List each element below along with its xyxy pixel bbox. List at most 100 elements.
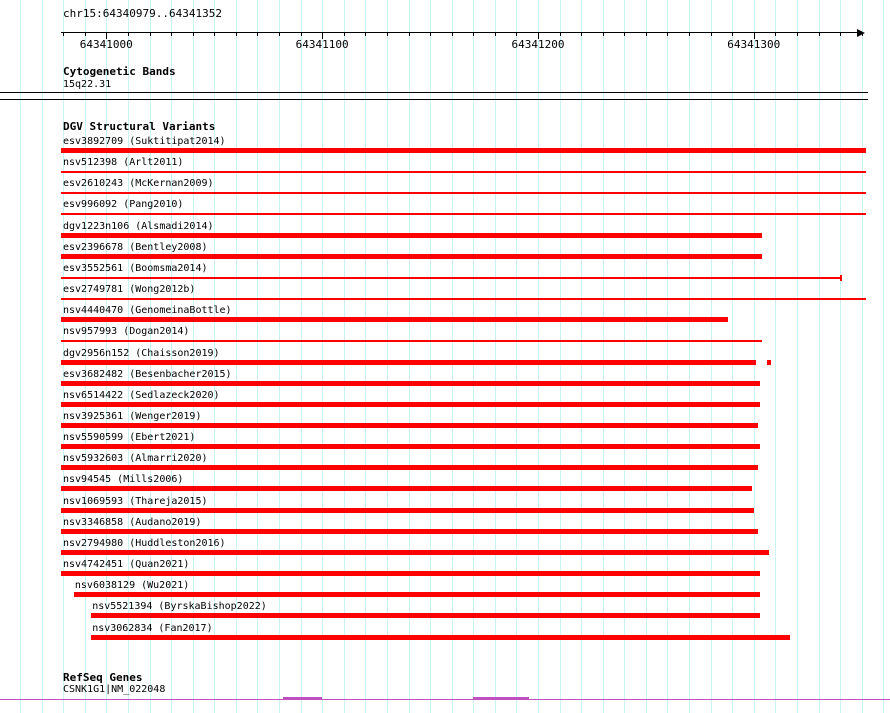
variant-bar[interactable]: [61, 465, 759, 471]
gridline: [365, 0, 367, 713]
refseq-gene-segment[interactable]: [473, 697, 530, 700]
variant-label[interactable]: nsv5521394 (ByrskaBishop2022): [92, 601, 267, 613]
ruler-line: [61, 32, 858, 33]
variant-bar[interactable]: [61, 359, 756, 365]
variant-bar[interactable]: [61, 317, 728, 323]
gridline: [214, 0, 216, 713]
gridline: [473, 0, 475, 713]
variant-line[interactable]: [61, 192, 866, 195]
ruler-minor-tick: [732, 32, 734, 36]
ruler-minor-tick: [689, 32, 690, 36]
variant-label[interactable]: nsv4742451 (Quan2021): [63, 559, 190, 570]
variant-bar[interactable]: [61, 549, 769, 555]
variant-label[interactable]: esv3682482 (Besenbacher2015): [63, 368, 232, 380]
variant-bar[interactable]: [91, 613, 761, 619]
ruler-minor-tick: [624, 32, 626, 36]
variant-label[interactable]: nsv3346858 (Audano2019): [63, 516, 202, 528]
variant-label[interactable]: nsv5590599 (Ebert2021): [63, 432, 196, 444]
ruler-minor-tick: [171, 32, 173, 36]
variant-bar[interactable]: [61, 571, 761, 576]
ruler-minor-tick: [840, 32, 842, 36]
variant-bar[interactable]: [61, 380, 761, 386]
gridline: [386, 0, 388, 713]
variant-label[interactable]: esv3552561 (Boomsma2014): [63, 262, 208, 274]
ruler-major-tick: [538, 32, 539, 39]
gridline: [408, 0, 410, 713]
gridline: [538, 0, 539, 713]
refseq-gene-label[interactable]: CSNK1G1|NM_022048: [63, 684, 166, 695]
variant-bar[interactable]: [61, 401, 761, 407]
variant-bar[interactable]: [61, 486, 752, 492]
variant-bar[interactable]: [91, 634, 791, 640]
gridline: [689, 0, 690, 713]
variant-bar[interactable]: [73, 592, 761, 598]
variant-line[interactable]: [61, 340, 763, 343]
variant-label[interactable]: nsv4440470 (GenomeinaBottle): [63, 305, 232, 317]
variant-label[interactable]: nsv957993 (Dogan2014): [63, 326, 190, 338]
refseq-gene-line[interactable]: [0, 699, 890, 700]
ruler-minor-tick: [494, 32, 496, 36]
ruler-tick-label: 64341100: [295, 38, 349, 51]
gridline: [796, 0, 798, 713]
variant-label[interactable]: esv3892709 (Suktitipat2014): [63, 136, 226, 147]
ruler-minor-tick: [473, 32, 475, 36]
ruler-major-tick: [322, 32, 324, 39]
variant-label[interactable]: nsv6038129 (Wu2021): [74, 580, 190, 592]
variant-label[interactable]: esv2610243 (McKernan2009): [63, 178, 214, 190]
ruler-minor-tick: [818, 32, 820, 36]
variant-bar[interactable]: [61, 253, 763, 259]
variant-bar[interactable]: [61, 148, 866, 153]
gridline: [235, 0, 237, 713]
gridline: [322, 0, 324, 713]
variant-bar[interactable]: [61, 422, 759, 428]
variant-line[interactable]: [61, 213, 866, 216]
ruler-minor-tick: [365, 32, 367, 36]
variant-line[interactable]: [61, 171, 866, 174]
variant-bar[interactable]: [61, 444, 761, 450]
gridline: [645, 0, 647, 713]
variant-label[interactable]: nsv3062834 (Fan2017): [92, 622, 213, 634]
variant-end-tick[interactable]: [840, 274, 843, 281]
ruler-minor-tick: [645, 32, 647, 36]
ruler-minor-tick: [710, 32, 712, 36]
gridline: [279, 0, 280, 713]
gridline: [732, 0, 734, 713]
gridline: [494, 0, 496, 713]
variant-label[interactable]: nsv2794980 (Huddleston2016): [63, 537, 226, 549]
variant-bar[interactable]: [61, 507, 754, 513]
variant-label[interactable]: dgv2956n152 (Chaisson2019): [63, 347, 220, 359]
variant-label[interactable]: nsv6514422 (Sedlazeck2020): [63, 389, 220, 401]
variant-bar[interactable]: [61, 232, 763, 238]
variant-label[interactable]: nsv512398 (Arlt2011): [63, 157, 184, 169]
variant-label[interactable]: esv2749781 (Wong2012b): [63, 284, 196, 295]
variant-label[interactable]: dgv1223n106 (Alsmadi2014): [63, 220, 214, 232]
ruler-minor-tick: [279, 32, 280, 36]
variant-label[interactable]: nsv1069593 (Thareja2015): [63, 495, 208, 507]
gridline: [840, 0, 842, 713]
gridline: [63, 0, 65, 713]
variant-label[interactable]: nsv3925361 (Wenger2019): [63, 410, 202, 422]
gridline: [624, 0, 626, 713]
variant-label[interactable]: esv2396678 (Bentley2008): [63, 241, 208, 253]
variant-label[interactable]: nsv5932603 (Almarri2020): [63, 453, 208, 465]
variant-line[interactable]: [61, 298, 866, 300]
ruler-minor-tick: [796, 32, 798, 36]
gridline: [753, 0, 755, 713]
cytoband-box[interactable]: [0, 92, 868, 100]
variant-line[interactable]: [61, 276, 843, 279]
ruler-minor-tick: [214, 32, 216, 36]
gridline: [149, 0, 151, 713]
variant-label[interactable]: nsv94545 (Mills2006): [63, 474, 184, 486]
ruler-tick-label: 64341000: [79, 38, 133, 51]
gridline: [451, 0, 453, 713]
refseq-gene-segment[interactable]: [283, 697, 323, 700]
variant-extra-segment[interactable]: [766, 359, 771, 365]
gridline: [20, 0, 21, 713]
gridline: [861, 0, 863, 713]
ruler-minor-tick: [63, 32, 65, 36]
variant-bar[interactable]: [61, 528, 759, 534]
region-label: chr15:64340979..64341352: [63, 7, 222, 20]
track-title-cytogenetic-bands: Cytogenetic Bands: [63, 65, 176, 78]
variant-label[interactable]: esv996092 (Pang2010): [63, 199, 184, 211]
